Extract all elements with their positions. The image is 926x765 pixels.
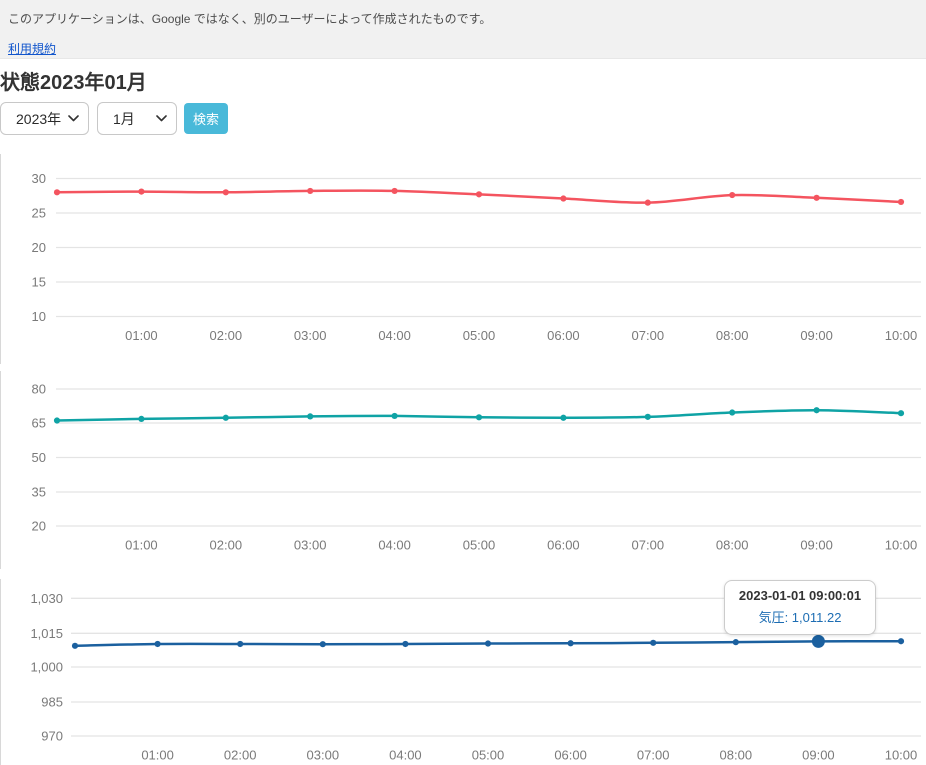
svg-text:08:00: 08:00 — [716, 538, 749, 553]
svg-text:04:00: 04:00 — [378, 538, 411, 553]
svg-text:09:00: 09:00 — [800, 328, 833, 343]
svg-text:25: 25 — [32, 206, 46, 221]
svg-text:985: 985 — [41, 695, 63, 710]
svg-text:07:00: 07:00 — [637, 748, 670, 763]
svg-text:08:00: 08:00 — [720, 748, 753, 763]
temperature-chart-svg: 30 25 20 15 10 01:00 02:00 03:00 04:00 05:00 06:00… — [32, 171, 921, 343]
svg-text:1,030: 1,030 — [30, 591, 63, 606]
svg-text:10:00: 10:00 — [885, 538, 918, 553]
svg-text:10: 10 — [32, 309, 46, 324]
svg-text:03:00: 03:00 — [294, 538, 327, 553]
svg-text:09:00: 09:00 — [802, 748, 835, 763]
tooltip-value: 気圧: 1,011.22 — [758, 610, 842, 625]
year-select[interactable]: 2023年 — [0, 102, 89, 135]
svg-text:970: 970 — [41, 729, 63, 744]
svg-text:03:00: 03:00 — [307, 748, 340, 763]
svg-text:07:00: 07:00 — [632, 328, 665, 343]
svg-text:50: 50 — [32, 450, 46, 465]
svg-text:01:00: 01:00 — [141, 748, 174, 763]
svg-text:05:00: 05:00 — [463, 328, 496, 343]
svg-text:05:00: 05:00 — [472, 748, 505, 763]
chevron-down-icon — [156, 115, 167, 122]
svg-text:04:00: 04:00 — [389, 748, 422, 763]
year-select-value: 2023年 — [16, 110, 62, 127]
svg-text:20: 20 — [32, 519, 46, 534]
google-apps-disclaimer-banner: このアプリケーションは、Google ではなく、別のユーザーによって作成されたも… — [0, 0, 926, 59]
svg-text:01:00: 01:00 — [125, 538, 158, 553]
svg-text:1,015: 1,015 — [30, 626, 63, 641]
svg-text:05:00: 05:00 — [463, 538, 496, 553]
svg-text:08:00: 08:00 — [716, 328, 749, 343]
search-controls: 2023年 1月 検索 — [0, 102, 926, 135]
page-title: 状態2023年01月 — [0, 72, 147, 94]
terms-of-service-link[interactable]: 利用規約 — [8, 42, 57, 56]
svg-text:20: 20 — [32, 240, 46, 255]
svg-text:1,000: 1,000 — [30, 660, 63, 675]
svg-text:07:00: 07:00 — [632, 538, 665, 553]
svg-text:02:00: 02:00 — [210, 538, 243, 553]
tooltip-datetime: 2023-01-01 09:00:01 — [738, 588, 862, 603]
month-select-value: 1月 — [113, 110, 135, 127]
pressure-chart: 1,030 1,015 1,000 985 970 01:00 02:00 03:00 04:0… — [0, 579, 926, 765]
svg-text:80: 80 — [32, 382, 46, 397]
svg-text:06:00: 06:00 — [547, 538, 580, 553]
search-button[interactable]: 検索 — [184, 103, 229, 134]
svg-text:35: 35 — [32, 485, 46, 500]
svg-text:02:00: 02:00 — [224, 748, 257, 763]
svg-text:04:00: 04:00 — [378, 328, 411, 343]
svg-text:02:00: 02:00 — [210, 328, 243, 343]
chart-tooltip: 2023-01-01 09:00:01 気圧: 1,011.22 — [724, 580, 876, 635]
svg-text:01:00: 01:00 — [125, 328, 158, 343]
svg-text:10:00: 10:00 — [885, 328, 918, 343]
humidity-chart-svg: 80 65 50 35 20 01:00 02:00 03:00 04:00 05:00 06:00… — [32, 382, 921, 553]
disclaimer-text: このアプリケーションは、Google ではなく、別のユーザーによって作成されたも… — [8, 12, 492, 26]
svg-text:06:00: 06:00 — [547, 328, 580, 343]
svg-text:30: 30 — [32, 171, 46, 186]
svg-text:10:00: 10:00 — [885, 748, 918, 763]
svg-text:06:00: 06:00 — [554, 748, 587, 763]
chevron-down-icon — [68, 115, 79, 122]
humidity-chart: 80 65 50 35 20 01:00 02:00 03:00 04:00 05:00 06:00… — [0, 371, 926, 569]
svg-text:65: 65 — [32, 416, 46, 431]
svg-text:09:00: 09:00 — [800, 538, 833, 553]
month-select[interactable]: 1月 — [97, 102, 177, 135]
svg-text:03:00: 03:00 — [294, 328, 327, 343]
temperature-chart: 30 25 20 15 10 01:00 02:00 03:00 04:00 05:00 06:00… — [0, 154, 926, 364]
svg-text:15: 15 — [32, 275, 46, 290]
